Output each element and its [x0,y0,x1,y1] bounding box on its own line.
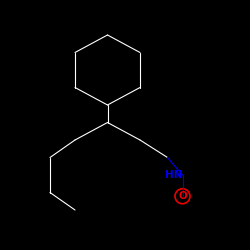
Text: HN: HN [165,170,182,180]
Text: O: O [178,191,187,201]
